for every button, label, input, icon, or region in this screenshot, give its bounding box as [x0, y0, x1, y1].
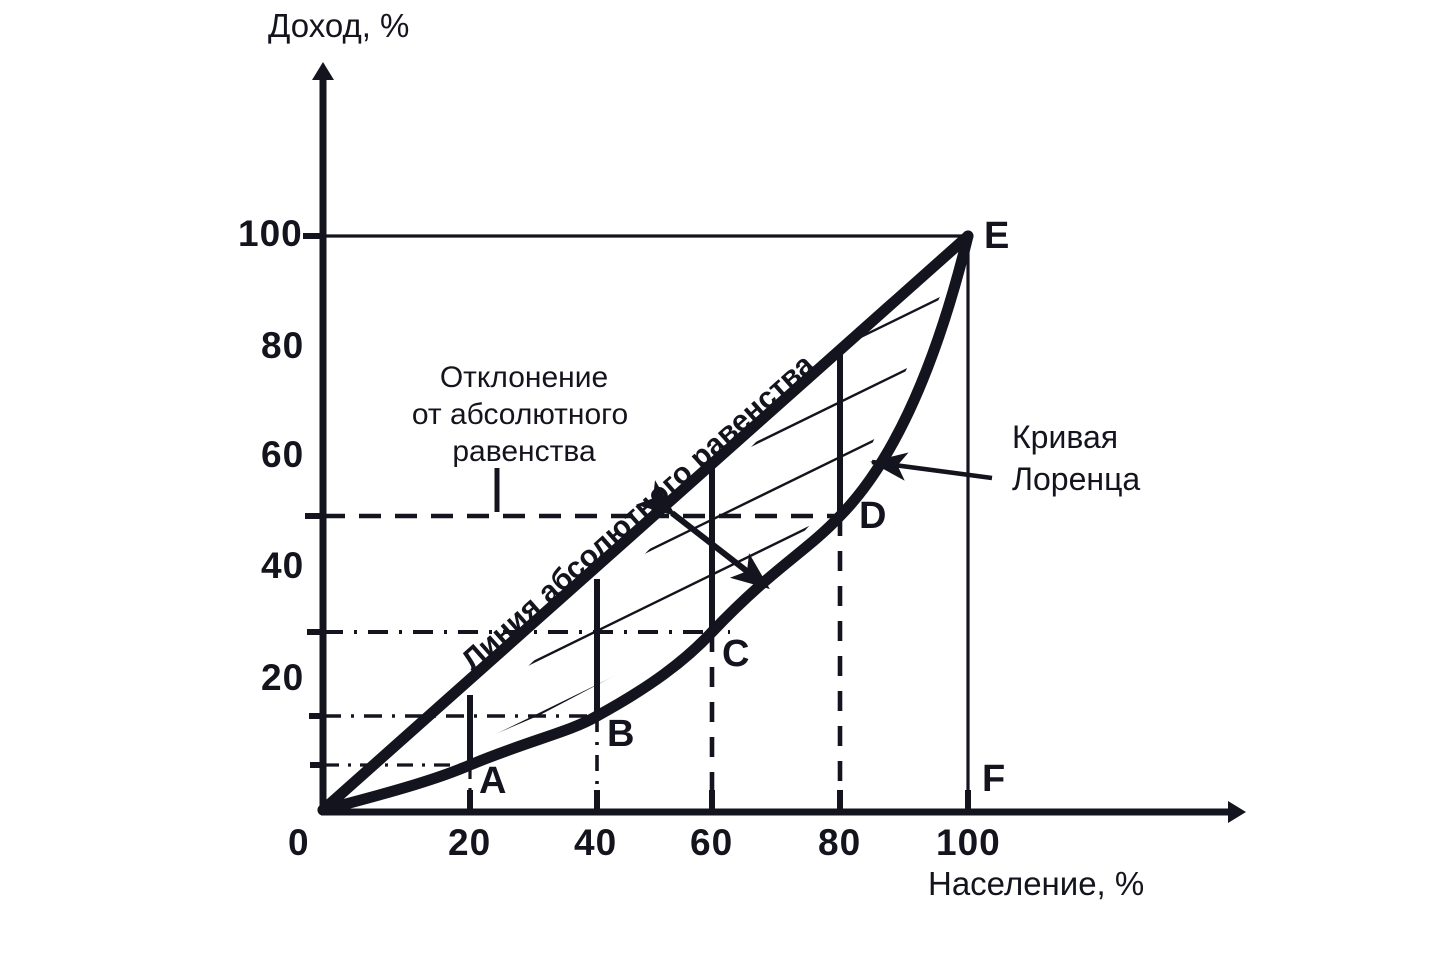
y-axis	[303, 62, 334, 812]
y-tick-label-80: 80	[261, 325, 305, 366]
deviation-annotation-line1: Отклонение	[439, 361, 609, 394]
x-axis	[321, 790, 1246, 823]
x-tick-label-100: 100	[936, 822, 1001, 863]
lorenz-leader-arrow	[870, 452, 993, 481]
x-tick-label-80: 80	[818, 822, 862, 863]
y-tick-label-60: 60	[261, 434, 305, 475]
deviation-annotation-line3: равенства	[452, 435, 596, 468]
point-label-a: A	[479, 760, 507, 802]
deviation-arrow	[635, 480, 770, 589]
point-label-f: F	[982, 758, 1006, 800]
x-tick-label-40: 40	[574, 822, 618, 863]
y-tick-label-20: 20	[261, 657, 305, 698]
y-axis-title: Доход, %	[268, 7, 410, 44]
deviation-annotation-line2: от абсолютного	[411, 398, 629, 431]
plot-frame-lines	[323, 234, 970, 810]
lorenz-curve	[317, 230, 974, 816]
point-label-e: E	[984, 215, 1010, 257]
x-axis-title: Население, %	[928, 865, 1145, 902]
x-tick-label-60: 60	[690, 822, 734, 863]
y-tick-label-100: 100	[238, 213, 303, 254]
point-label-b: B	[607, 713, 635, 755]
lorenz-annotation-line2: Лоренца	[1012, 461, 1141, 497]
lorenz-annotation-line1: Кривая	[1012, 419, 1119, 455]
point-label-c: C	[722, 633, 750, 675]
x-tick-label-0: 0	[288, 822, 310, 863]
point-label-d: D	[859, 495, 887, 537]
x-tick-label-20: 20	[448, 822, 492, 863]
y-tick-label-40: 40	[261, 545, 305, 586]
